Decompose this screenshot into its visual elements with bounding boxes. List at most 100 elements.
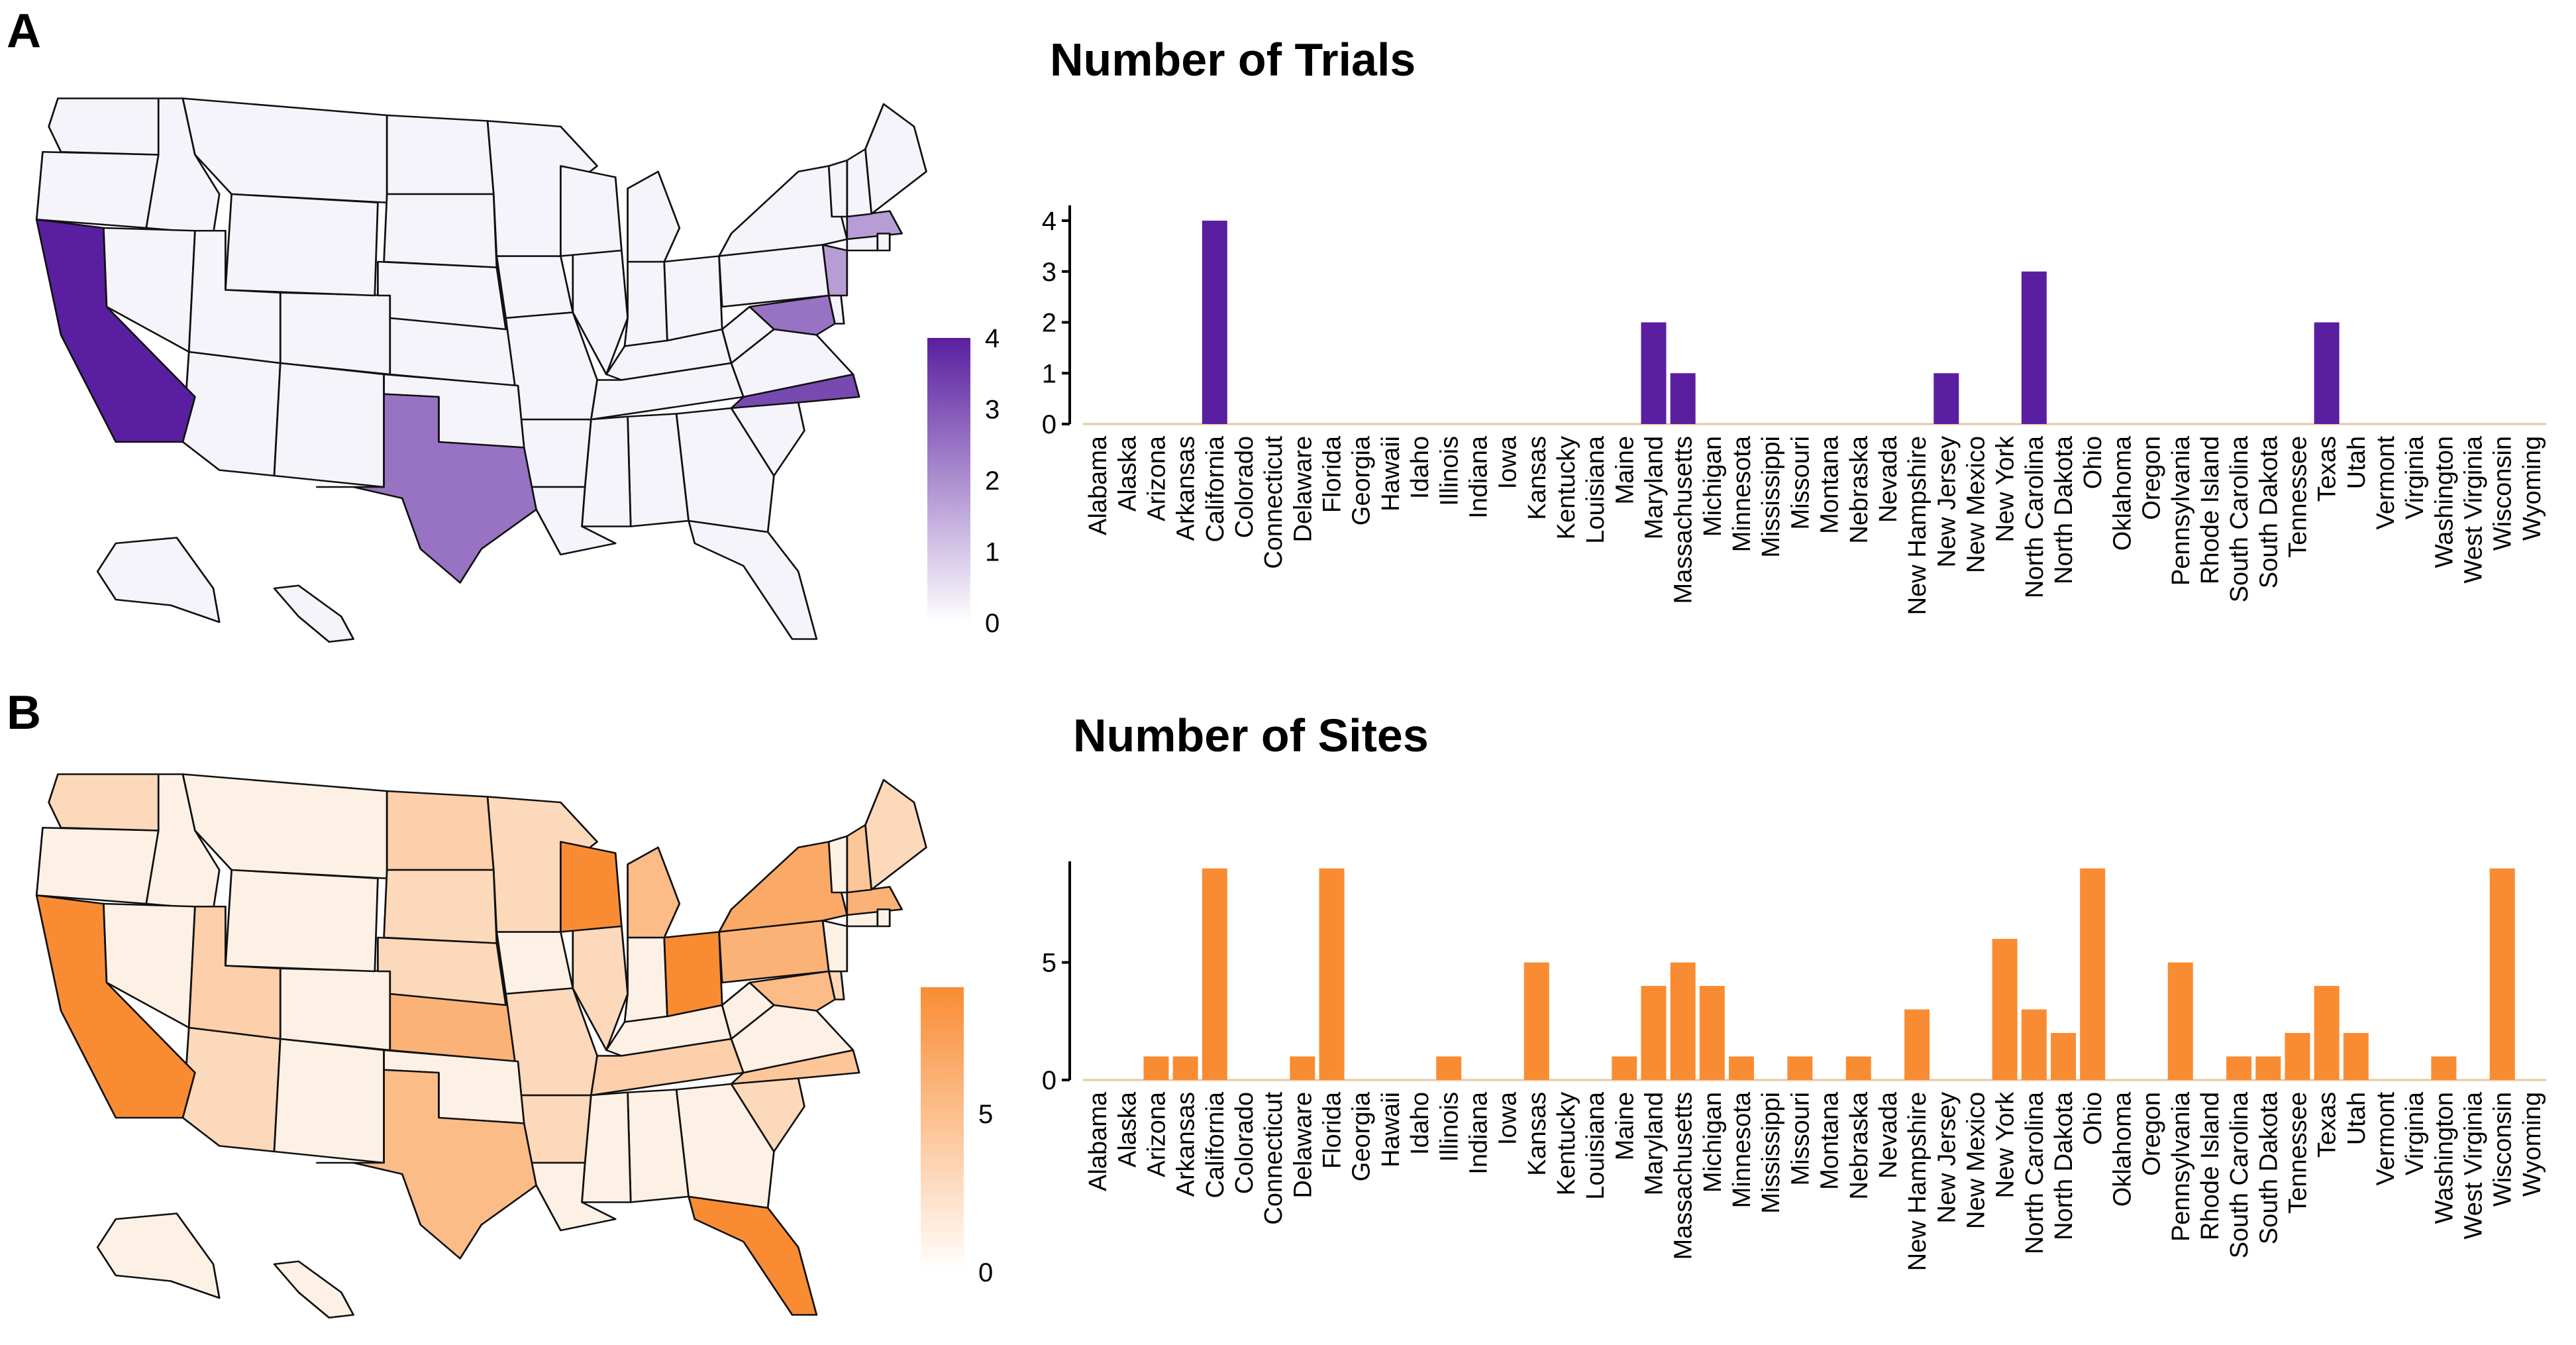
trials-bar-texas <box>2314 322 2340 424</box>
trials-map-state-iowa <box>495 255 574 319</box>
sites-x-tick-label: Oklahoma <box>2108 1091 2136 1207</box>
trials-y-tick-label: 2 <box>1042 309 1056 338</box>
sites-x-tick-label: Massachusetts <box>1670 1092 1698 1260</box>
trials-map-state-oregon <box>35 150 160 229</box>
trials-x-tick-label: Wyoming <box>2518 436 2546 541</box>
sites-map-state-ohio <box>663 931 723 1018</box>
sites-bar-arkansas <box>1172 1056 1198 1080</box>
sites-x-tick-label: Kansas <box>1523 1092 1551 1176</box>
sites-x-tick-label: Delaware <box>1289 1092 1317 1199</box>
sites-bar-new-york <box>1992 939 2018 1080</box>
sites-x-tick-label: Alabama <box>1084 1091 1112 1191</box>
sites-x-tick-label: Pennsylvania <box>2167 1091 2195 1242</box>
trials-legend-colorbar <box>927 338 970 623</box>
trials-x-tick-label: Arkansas <box>1172 436 1200 541</box>
sites-x-tick-label: Wisconsin <box>2489 1092 2517 1207</box>
trials-y-tick-label: 3 <box>1042 258 1056 287</box>
trials-map-state-wyoming <box>225 193 379 297</box>
sites-x-tick-label: Ohio <box>2079 1092 2107 1145</box>
sites-bar-tennessee <box>2285 1033 2310 1080</box>
trials-map-state-maine <box>864 103 927 215</box>
trials-x-tick-label: Nebraska <box>1845 435 1873 543</box>
sites-x-tick-label: California <box>1202 1091 1229 1198</box>
sites-bar-north-carolina <box>2021 1009 2047 1080</box>
sites-x-tick-label: Nevada <box>1875 1091 1902 1179</box>
sites-map-state-alaska <box>96 1212 221 1299</box>
sites-legend-tick-label: 0 <box>978 1258 993 1287</box>
trials-y-tick-label: 1 <box>1042 359 1056 388</box>
sites-x-tick-label: New York <box>1992 1091 2020 1199</box>
trials-x-tick-label: Minnesota <box>1728 435 1756 552</box>
sites-x-tick-label: Connecticut <box>1260 1092 1288 1225</box>
trials-us-map <box>35 97 927 643</box>
panel-label-b: B <box>7 686 41 739</box>
trials-x-tick-label: Nevada <box>1875 435 1902 523</box>
trials-map-state-vermont <box>827 159 849 218</box>
sites-x-tick-label: New Mexico <box>1962 1092 1990 1229</box>
trials-x-tick-label: Oklahoma <box>2108 435 2136 551</box>
trials-x-tick-label: Alaska <box>1113 435 1141 511</box>
sites-map-state-massachusetts <box>846 886 903 916</box>
sites-bar-maine <box>1612 1056 1637 1080</box>
trials-y-tick-label: 4 <box>1042 207 1056 236</box>
sites-map-state-rhode-island <box>876 908 891 928</box>
trials-map-state-alaska <box>96 537 221 623</box>
trials-bar-massachusetts <box>1670 373 1696 424</box>
trials-map-state-georgia <box>675 407 775 533</box>
trials-x-tick-label: Maine <box>1611 436 1639 505</box>
sites-x-tick-label: New Hampshire <box>1904 1092 1932 1271</box>
trials-x-tick-label: Delaware <box>1289 436 1317 543</box>
sites-bar-kansas <box>1523 962 1549 1080</box>
sites-bar-massachusetts <box>1670 962 1696 1080</box>
trials-legend-tick-label: 4 <box>985 324 1000 353</box>
trials-x-tick-label: Virginia <box>2401 435 2429 519</box>
sites-map-state-pennsylvania <box>718 920 830 984</box>
trials-y-tick-label: 0 <box>1042 410 1056 439</box>
sites-bar-ohio <box>2080 868 2106 1080</box>
trials-x-tick-label: Washington <box>2430 436 2458 568</box>
trials-x-tick-label: South Dakota <box>2255 435 2283 588</box>
trials-map-state-mississippi <box>581 415 632 527</box>
sites-bar-michigan <box>1699 986 1725 1080</box>
sites-x-tick-label: Indiana <box>1465 1091 1492 1175</box>
sites-map-state-new-mexico <box>273 1038 385 1164</box>
sites-x-tick-label: Rhode Island <box>2196 1092 2224 1240</box>
trials-x-tick-label: Alabama <box>1084 435 1112 535</box>
trials-x-tick-label: Colorado <box>1231 436 1259 538</box>
sites-map-state-washington <box>48 773 160 832</box>
sites-bar-arizona <box>1143 1056 1169 1080</box>
trials-bar-new-jersey <box>1933 373 1959 424</box>
sites-x-tick-label: Georgia <box>1348 1091 1376 1181</box>
trials-x-tick-label: Kentucky <box>1553 436 1580 539</box>
trials-map-state-hawaii <box>273 584 354 643</box>
sites-map-state-michigan <box>627 846 681 939</box>
sites-x-tick-label: Minnesota <box>1728 1091 1756 1208</box>
trials-x-tick-label: Rhode Island <box>2196 436 2224 584</box>
trials-map-state-north-dakota <box>386 114 495 195</box>
trials-map-state-new-york <box>718 165 849 257</box>
sites-x-tick-label: Louisiana <box>1582 1091 1610 1200</box>
trials-x-tick-label: North Carolina <box>2021 435 2049 598</box>
trials-map-state-nebraska <box>377 260 507 331</box>
sites-x-tick-label: Missouri <box>1786 1092 1814 1185</box>
trials-map-state-florida <box>688 519 818 640</box>
trials-x-tick-label: Oregon <box>2138 436 2166 520</box>
sites-x-tick-label: Colorado <box>1231 1092 1259 1194</box>
sites-map-state-oregon <box>35 826 160 905</box>
sites-x-tick-label: Alaska <box>1113 1091 1141 1167</box>
sites-map-state-arizona <box>181 1026 282 1153</box>
trials-chart-title: Number of Trials <box>1050 34 1416 85</box>
trials-x-tick-label: Georgia <box>1348 435 1376 525</box>
trials-legend-tick-label: 2 <box>985 466 1000 496</box>
sites-us-map <box>35 773 927 1319</box>
sites-map-state-iowa <box>495 931 574 995</box>
sites-map-state-west-virginia <box>721 981 775 1040</box>
sites-bar-minnesota <box>1729 1056 1755 1080</box>
sites-legend-colorbar <box>921 987 964 1272</box>
trials-x-tick-label: Ohio <box>2079 436 2107 489</box>
sites-map-state-texas <box>316 1069 537 1260</box>
sites-x-tick-label: South Dakota <box>2255 1091 2283 1244</box>
trials-x-tick-label: Wisconsin <box>2489 436 2517 551</box>
sites-x-tick-label: Texas <box>2314 1092 2342 1157</box>
sites-x-tick-label: Virginia <box>2401 1091 2429 1175</box>
